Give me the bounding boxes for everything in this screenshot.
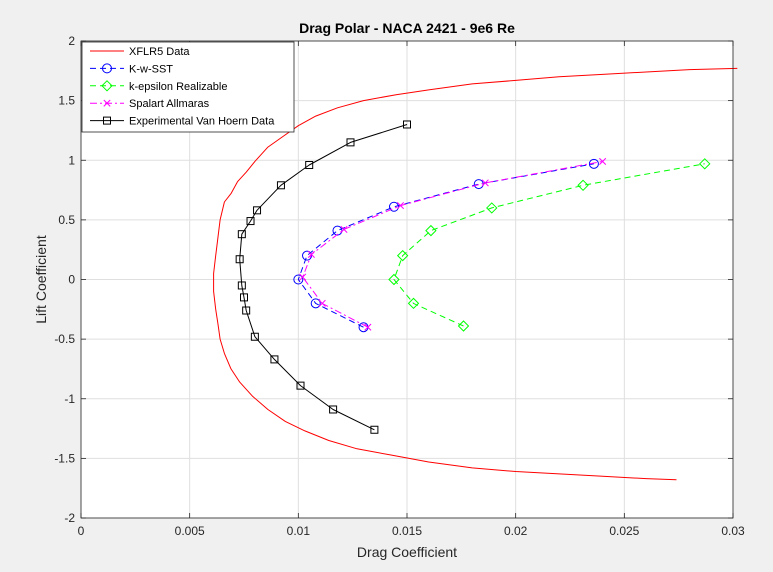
y-tick-label: 2 (68, 34, 75, 48)
data-point-experimental-van-hoern-data (276, 181, 285, 190)
data-point-experimental-van-hoern-data (242, 306, 251, 315)
legend-marker (103, 116, 111, 125)
legend-label: Experimental Van Hoern Data (129, 116, 275, 128)
y-axis-label: Lift Coefficient (33, 235, 49, 324)
y-tick-label: -1 (64, 392, 75, 406)
data-point-experimental-van-hoern-data (246, 217, 255, 226)
data-point-spalart-allmaras (318, 299, 326, 307)
data-point-k-w-sst (302, 250, 313, 261)
legend-box (81, 41, 295, 133)
legend-label: K-w-SST (129, 63, 173, 75)
legend-marker (101, 80, 113, 92)
data-point-experimental-van-hoern-data (305, 161, 314, 170)
data-point-experimental-van-hoern-data (235, 255, 244, 264)
data-point-experimental-van-hoern-data (346, 138, 355, 147)
data-point-k-epsilon-realizable (407, 297, 420, 310)
data-point-k-w-sst (332, 225, 343, 236)
data-point-spalart-allmaras (396, 202, 405, 210)
legend-marker (102, 63, 112, 74)
data-point-experimental-van-hoern-data (370, 425, 379, 434)
data-point-experimental-van-hoern-data (237, 230, 246, 239)
series-line-spalart-allmaras (302, 160, 603, 328)
y-tick-label: 0.5 (58, 213, 75, 227)
series-experimental-van-hoern-data (235, 120, 411, 434)
x-tick-label: 0.025 (609, 524, 639, 538)
x-tick-label: 0.015 (392, 524, 422, 538)
legend-marker (103, 99, 111, 107)
data-point-k-w-sst (293, 274, 304, 285)
data-point-experimental-van-hoern-data (240, 293, 248, 302)
x-tick-label: 0.005 (175, 524, 205, 538)
data-point-k-w-sst (473, 179, 484, 190)
data-point-k-w-sst (388, 201, 399, 212)
axis-ticks: 0 0.005 0.01 0.015 0.02 0.025 0.03 -2 -1.5 -1 -0.5… (54, 34, 745, 538)
x-tick-label: 0.01 (287, 524, 311, 538)
data-point-spalart-allmaras (340, 225, 348, 233)
data-point-experimental-van-hoern-data (329, 405, 338, 414)
data-point-spalart-allmaras (299, 273, 307, 281)
data-point-experimental-van-hoern-data (237, 281, 246, 290)
data-point-k-epsilon-realizable (388, 273, 400, 286)
series-k-epsilon-realizable (388, 158, 711, 332)
data-point-spalart-allmaras (364, 323, 372, 331)
data-point-k-epsilon-realizable (396, 249, 409, 262)
y-tick-label: 1 (68, 153, 75, 167)
data-point-experimental-van-hoern-data (250, 332, 259, 341)
y-tick-label: -1.5 (54, 451, 75, 465)
series-spalart-allmaras (299, 157, 607, 331)
data-point-k-epsilon-realizable (577, 179, 589, 191)
data-point-k-w-sst (588, 158, 599, 169)
y-tick-label: -0.5 (54, 332, 75, 346)
x-tick-label: 0.03 (721, 524, 745, 538)
x-tick-label: 0 (78, 524, 85, 538)
series-k-w-sst (293, 158, 599, 333)
data-point-spalart-allmaras (599, 157, 607, 165)
plot-series (213, 67, 738, 481)
series-line-k-epsilon-realizable (393, 163, 705, 327)
x-tick-label: 0.02 (504, 524, 528, 538)
series-line-k-w-sst (297, 163, 594, 328)
data-point-k-epsilon-realizable (457, 320, 470, 332)
series-xflr5-data (213, 67, 738, 481)
data-point-k-epsilon-realizable (486, 202, 498, 214)
legend: XFLR5 Data K-w-SST k-epsilon Realizable Spa… (81, 41, 295, 133)
data-point-spalart-allmaras (307, 250, 315, 259)
chart-title: Drag Polar - NACA 2421 - 9e6 Re (299, 20, 515, 36)
x-axis-label: Drag Coefficient (357, 544, 457, 560)
data-point-experimental-van-hoern-data (296, 381, 305, 390)
data-point-experimental-van-hoern-data (403, 120, 411, 129)
legend-label: XFLR5 Data (129, 46, 190, 58)
data-point-experimental-van-hoern-data (253, 206, 262, 215)
data-point-k-epsilon-realizable (425, 224, 437, 237)
legend-label: Spalart Allmaras (129, 98, 210, 110)
y-tick-label: -2 (64, 511, 75, 525)
y-tick-label: 1.5 (58, 94, 75, 108)
data-point-k-epsilon-realizable (699, 158, 711, 170)
data-point-spalart-allmaras (481, 179, 489, 187)
data-point-k-w-sst (310, 298, 321, 309)
series-line-experimental-van-hoern-data (239, 124, 408, 431)
y-tick-label: 0 (68, 273, 75, 287)
series-line-xflr5-data (213, 67, 738, 481)
legend-label: k-epsilon Realizable (129, 81, 227, 93)
data-point-experimental-van-hoern-data (270, 355, 279, 364)
